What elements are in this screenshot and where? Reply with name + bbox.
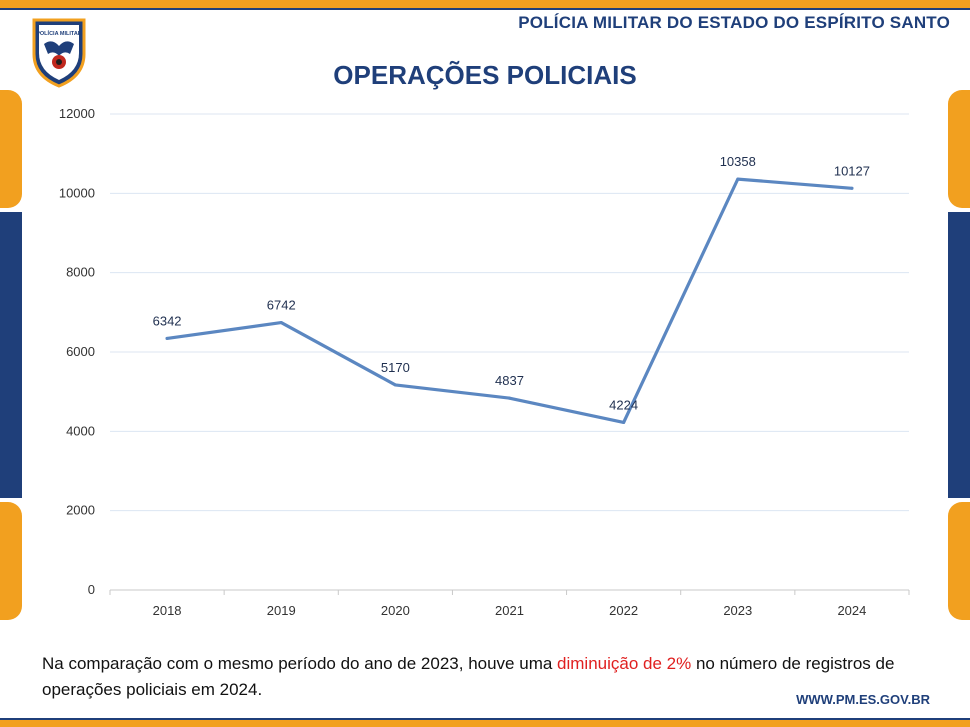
organization-title: POLÍCIA MILITAR DO ESTADO DO ESPÍRITO SA…	[518, 13, 950, 32]
data-point	[279, 321, 283, 325]
x-tick-label: 2022	[609, 603, 638, 618]
left-side-accent-middle	[0, 212, 22, 498]
right-side-accent-bottom	[948, 502, 970, 620]
data-point	[165, 336, 169, 340]
top-accent-bar	[0, 0, 970, 8]
x-tick-label: 2020	[381, 603, 410, 618]
left-side-accent-bottom	[0, 502, 22, 620]
y-tick-label: 0	[88, 582, 95, 597]
x-tick-label: 2023	[723, 603, 752, 618]
data-label: 10127	[834, 163, 870, 178]
x-tick-label: 2019	[267, 603, 296, 618]
x-tick-label: 2021	[495, 603, 524, 618]
data-label: 6742	[267, 298, 296, 313]
right-side-accent-top	[948, 90, 970, 208]
summary-caption: Na comparação com o mesmo período do ano…	[42, 651, 942, 703]
crest-text: POLÍCIA MILITAR	[36, 29, 82, 37]
caption-text-start: Na comparação com o mesmo período do ano…	[42, 654, 558, 673]
y-tick-label: 8000	[66, 265, 95, 280]
y-tick-label: 4000	[66, 423, 95, 438]
website-link[interactable]: WWW.PM.ES.GOV.BR	[796, 692, 930, 707]
y-tick-label: 2000	[66, 503, 95, 518]
line-chart: 0 2000 4000 6000 8000 10000 12000 2018 2019 2020 2…	[59, 106, 910, 618]
bottom-accent-bar	[0, 720, 970, 727]
right-side-accent-middle	[948, 212, 970, 498]
data-point	[393, 383, 397, 387]
data-point	[736, 177, 740, 181]
caption-highlight: diminuição de 2%	[557, 654, 692, 673]
top-accent-line	[0, 8, 970, 10]
data-point	[508, 396, 511, 400]
data-label: 6342	[153, 313, 182, 328]
y-tick-label: 10000	[59, 185, 95, 200]
caption-text-end: no número de registros de operações poli…	[42, 654, 895, 699]
y-tick-label: 12000	[59, 106, 95, 121]
data-label: 5170	[381, 360, 410, 375]
police-crest-icon: POLÍCIA MILITAR	[32, 18, 86, 88]
x-tick-label: 2024	[837, 603, 866, 618]
x-tick-label: 2018	[153, 603, 182, 618]
data-label: 4224	[609, 397, 638, 412]
bottom-accent-line	[0, 718, 970, 720]
y-tick-label: 6000	[66, 344, 95, 359]
data-point	[622, 420, 626, 424]
data-label: 4837	[495, 373, 524, 388]
chart-title: OPERAÇÕES POLICIAIS	[333, 60, 637, 90]
left-side-accent-top	[0, 90, 22, 208]
data-label: 10358	[720, 154, 756, 169]
data-point	[850, 186, 854, 190]
